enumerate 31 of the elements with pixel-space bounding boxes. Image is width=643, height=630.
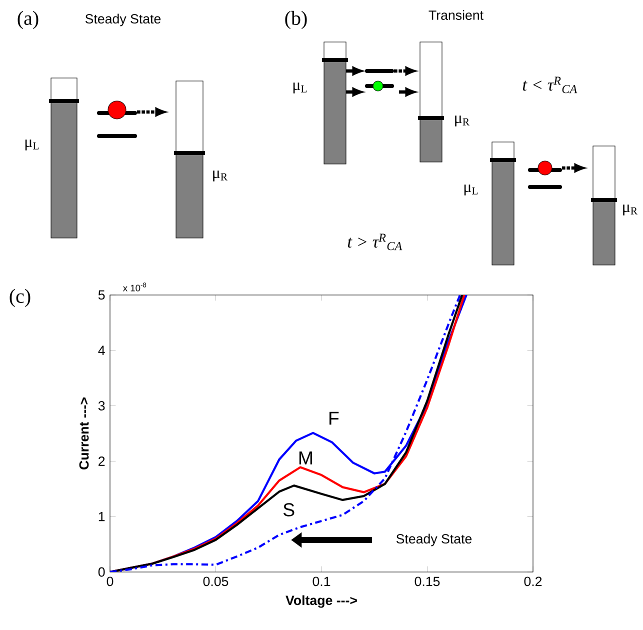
text: μ$_{R}$	[623, 204, 638, 216]
annotation: Steady State	[396, 534, 472, 546]
x-tick-label: 0	[106, 576, 114, 586]
text: t < τ$^{R}$CA	[522, 76, 578, 94]
y-tick-label: 5	[98, 290, 105, 300]
y-axis-title: Current --->	[79, 398, 89, 470]
text: t > τ$^{R}$CA	[348, 234, 402, 250]
x-tick-label: 0.1	[312, 576, 330, 586]
text: (c)	[10, 288, 30, 308]
text: (b)	[285, 10, 307, 30]
x-tick-label: 0.05	[203, 576, 228, 586]
text: μ$_{L}$	[293, 82, 307, 94]
text: Steady State	[85, 14, 161, 26]
x-tick-label: 0.15	[414, 576, 440, 586]
text: x 10$^{-8}$	[122, 282, 146, 292]
x-axis-title: Voltage --->	[286, 595, 357, 608]
y-tick-label: 2	[98, 456, 105, 466]
text: μ$_{R}$	[213, 170, 228, 182]
text: μ$_{L}$	[25, 140, 39, 150]
text: μ$_{R}$	[455, 116, 470, 126]
y-tick-label: 1	[98, 512, 105, 522]
text: μ$_{L}$	[464, 184, 478, 196]
series-label: S	[283, 503, 294, 516]
y-tick-label: 4	[98, 346, 105, 355]
y-tick-label: 0	[98, 567, 105, 577]
text: (a)	[18, 10, 38, 30]
x-tick-label: 0.2	[524, 576, 542, 586]
series-label: F	[330, 412, 339, 425]
series-label: M	[299, 452, 312, 464]
text: Transient	[428, 10, 484, 20]
y-tick-label: 3	[98, 401, 105, 410]
